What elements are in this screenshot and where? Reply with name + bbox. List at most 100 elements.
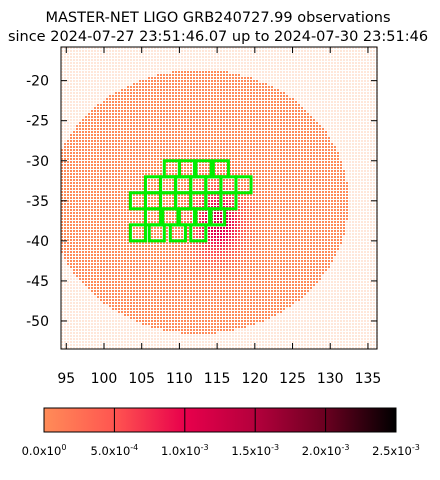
heatmap-cell: [175, 296, 177, 298]
heatmap-cell: [190, 101, 192, 103]
heatmap-cell: [115, 161, 117, 163]
heatmap-cell: [112, 101, 114, 103]
heatmap-cell: [112, 170, 114, 172]
heatmap-cell: [115, 188, 117, 190]
heatmap-cell: [70, 347, 72, 349]
heatmap-cell: [148, 77, 150, 79]
heatmap-cell: [100, 137, 102, 139]
heatmap-cell: [115, 134, 117, 136]
heatmap-cell: [193, 92, 195, 94]
heatmap-cell: [94, 329, 96, 331]
heatmap-cell: [103, 311, 105, 313]
heatmap-cell: [118, 308, 120, 310]
heatmap-cell: [205, 167, 207, 169]
heatmap-cell: [127, 200, 129, 202]
heatmap-cell: [94, 65, 96, 67]
heatmap-cell: [118, 212, 120, 214]
heatmap-cell: [61, 194, 63, 196]
heatmap-cell: [94, 140, 96, 142]
heatmap-cell: [190, 251, 192, 253]
heatmap-cell: [88, 128, 90, 130]
heatmap-cell: [100, 335, 102, 337]
heatmap-cell: [190, 146, 192, 148]
heatmap-cell: [61, 149, 63, 151]
heatmap-cell: [148, 74, 150, 76]
heatmap-cell: [142, 167, 144, 169]
heatmap-cell: [166, 317, 168, 319]
heatmap-cell: [136, 344, 138, 346]
heatmap-cell: [79, 308, 81, 310]
heatmap-cell: [118, 215, 120, 217]
heatmap-cell: [130, 50, 132, 52]
heatmap-cell: [115, 140, 117, 142]
heatmap-cell: [106, 263, 108, 265]
heatmap-cell: [127, 137, 129, 139]
heatmap-cell: [187, 98, 189, 100]
heatmap-cell: [115, 329, 117, 331]
heatmap-cell: [94, 338, 96, 340]
heatmap-cell: [106, 221, 108, 223]
heatmap-cell: [133, 281, 135, 283]
heatmap-cell: [64, 92, 66, 94]
heatmap-cell: [127, 194, 129, 196]
heatmap-cell: [115, 317, 117, 319]
heatmap-cell: [118, 83, 120, 85]
heatmap-cell: [82, 212, 84, 214]
heatmap-cell: [76, 191, 78, 193]
heatmap-cell: [187, 83, 189, 85]
heatmap-cell: [172, 149, 174, 151]
heatmap-cell: [130, 275, 132, 277]
heatmap-cell: [151, 275, 153, 277]
heatmap-cell: [190, 86, 192, 88]
heatmap-cell: [166, 110, 168, 112]
heatmap-cell: [106, 323, 108, 325]
heatmap-cell: [163, 56, 165, 58]
heatmap-cell: [97, 95, 99, 97]
heatmap-cell: [97, 320, 99, 322]
heatmap-cell: [208, 143, 210, 145]
heatmap-cell: [91, 209, 93, 211]
heatmap-cell: [154, 230, 156, 232]
heatmap-cell: [91, 134, 93, 136]
heatmap-cell: [67, 230, 69, 232]
heatmap-cell: [94, 167, 96, 169]
heatmap-cell: [70, 278, 72, 280]
heatmap-cell: [79, 245, 81, 247]
heatmap-cell: [160, 62, 162, 64]
heatmap-cell: [109, 68, 111, 70]
heatmap-cell: [193, 62, 195, 64]
heatmap-cell: [133, 98, 135, 100]
heatmap-cell: [115, 149, 117, 151]
heatmap-cell: [166, 77, 168, 79]
heatmap-cell: [88, 152, 90, 154]
heatmap-cell: [178, 74, 180, 76]
heatmap-cell: [67, 197, 69, 199]
heatmap-cell: [79, 329, 81, 331]
heatmap-cell: [67, 275, 69, 277]
heatmap-cell: [148, 335, 150, 337]
heatmap-cell: [79, 341, 81, 343]
heatmap-cell: [73, 326, 75, 328]
heatmap-cell: [154, 59, 156, 61]
heatmap-cell: [94, 278, 96, 280]
heatmap-cell: [163, 248, 165, 250]
heatmap-cell: [139, 65, 141, 67]
heatmap-cell: [205, 122, 207, 124]
heatmap-cell: [121, 152, 123, 154]
heatmap-cell: [208, 155, 210, 157]
heatmap-cell: [181, 68, 183, 70]
heatmap-cell: [142, 149, 144, 151]
heatmap-cell: [142, 83, 144, 85]
heatmap-cell: [112, 323, 114, 325]
heatmap-cell: [184, 278, 186, 280]
heatmap-cell: [85, 65, 87, 67]
heatmap-cell: [184, 125, 186, 127]
heatmap-cell: [181, 95, 183, 97]
heatmap-cell: [184, 131, 186, 133]
heatmap-cell: [136, 206, 138, 208]
heatmap-cell: [172, 86, 174, 88]
heatmap-cell: [160, 77, 162, 79]
heatmap-cell: [163, 185, 165, 187]
heatmap-cell: [70, 260, 72, 262]
heatmap-cell: [121, 158, 123, 160]
